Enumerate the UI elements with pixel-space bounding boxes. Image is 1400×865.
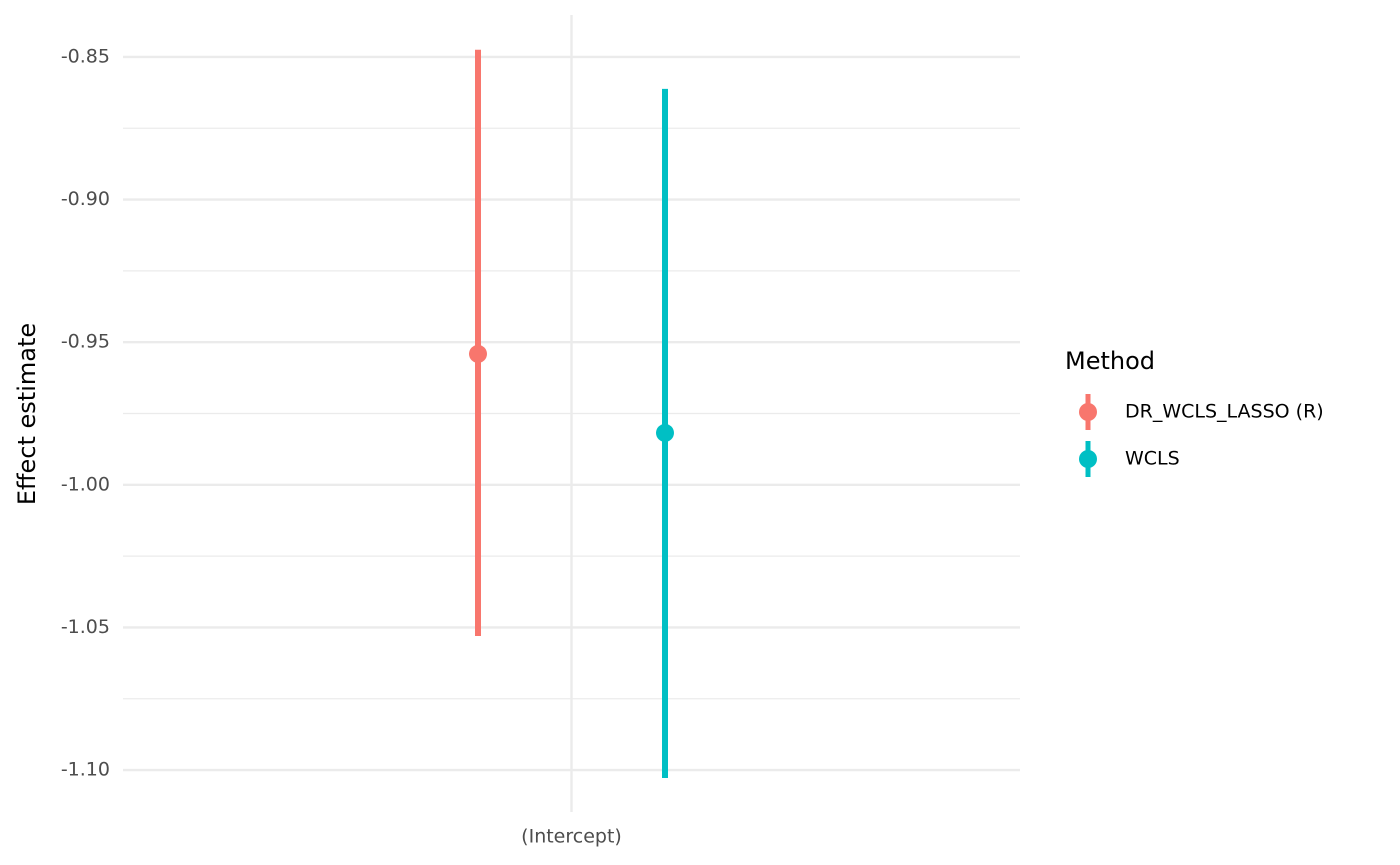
legend-key-point bbox=[1079, 450, 1097, 468]
legend-label: WCLS bbox=[1125, 448, 1180, 470]
y-tick-label: -0.85 bbox=[61, 45, 110, 67]
legend-title: Method bbox=[1065, 347, 1155, 375]
y-tick-label: -1.10 bbox=[61, 759, 110, 781]
point bbox=[469, 344, 487, 363]
legend-key-point bbox=[1079, 403, 1097, 421]
y-tick-label: -0.90 bbox=[61, 188, 110, 210]
y-tick-label: -1.05 bbox=[61, 616, 110, 638]
y-axis-label: Effect estimate bbox=[13, 323, 41, 505]
legend-label: DR_WCLS_LASSO (R) bbox=[1125, 401, 1324, 423]
y-tick-label: -0.95 bbox=[61, 331, 110, 353]
x-tick-label: (Intercept) bbox=[521, 826, 622, 848]
y-tick-label: -1.00 bbox=[61, 473, 110, 495]
point bbox=[656, 423, 674, 442]
